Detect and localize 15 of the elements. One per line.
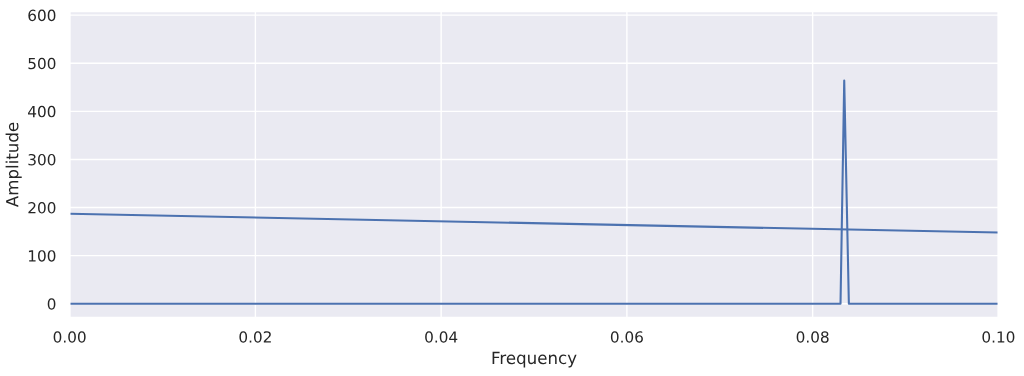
y-tick-label: 200 [28,202,56,214]
y-axis-title: Amplitude [5,122,22,208]
y-tick-label: 0 [47,298,56,310]
x-tick-label: 0.10 [982,331,1015,343]
x-axis-title: Frequency [492,351,577,368]
y-tick-label: 500 [28,57,56,70]
y-tick-label: 600 [28,9,56,22]
x-tick-label: 0.06 [610,331,643,343]
x-tick-label: 0.08 [796,331,829,343]
x-tick-label: 0.02 [239,331,271,343]
x-tick-label: 0.00 [53,331,86,343]
y-tick-label: 400 [28,105,56,118]
y-tick-label: 300 [28,153,56,166]
x-tick-label: 0.04 [425,331,458,343]
y-tick-label: 100 [28,250,56,262]
